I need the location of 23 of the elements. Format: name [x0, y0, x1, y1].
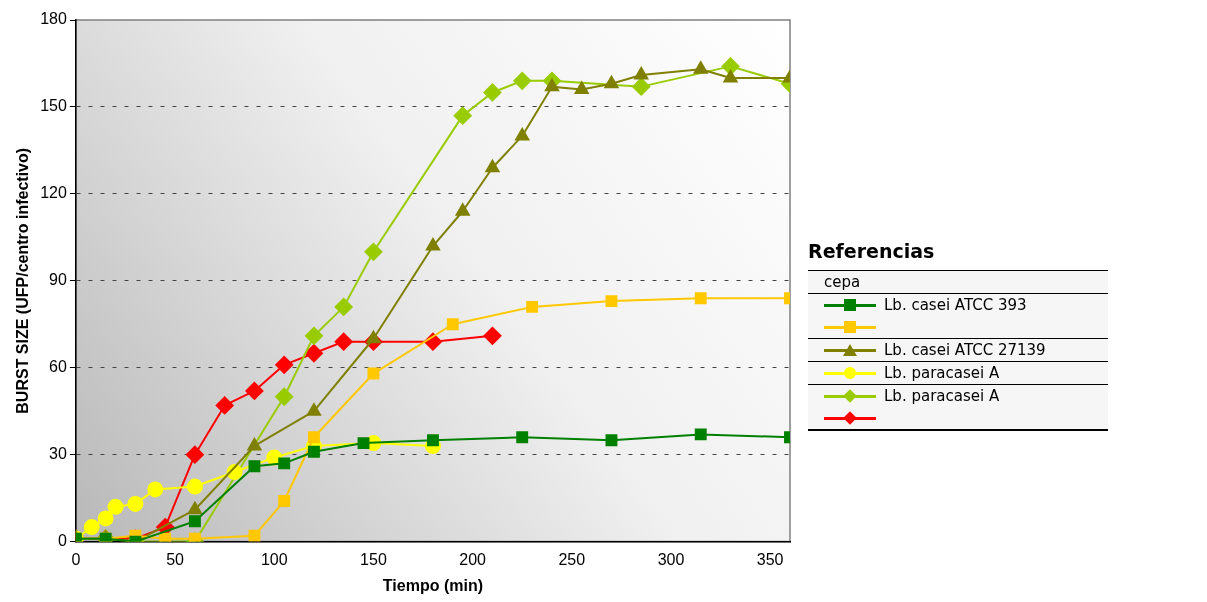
x-tick-label: 200: [459, 550, 487, 568]
x-tick-label: 250: [558, 550, 586, 568]
y-tick-label: 180: [40, 10, 67, 28]
x-tick-label: 300: [657, 550, 685, 568]
x-axis-title: Tiempo (min): [382, 576, 484, 594]
x-tick-label: 150: [360, 550, 387, 568]
legend-label: Lb. casei ATCC 27139: [884, 341, 1047, 359]
x-tick-label: 100: [260, 550, 288, 568]
y-tick-label: 90: [49, 271, 67, 289]
x-tick-label: 350: [756, 550, 784, 568]
legend-label: Lb. paracasei A: [884, 387, 1001, 405]
y-tick-label: 60: [49, 358, 67, 376]
y-tick-label: 0: [57, 532, 67, 550]
x-tick-label: 0: [71, 550, 81, 568]
x-tick-label: 50: [166, 550, 185, 568]
text: cepa: [808, 271, 1108, 294]
y-tick-label: 150: [40, 97, 67, 115]
legend-label: Lb. paracasei A: [884, 364, 1001, 382]
y-axis-title: BURST SIZE (UFP/centro infectivo): [14, 147, 32, 414]
y-tick-label: 120: [40, 184, 67, 202]
y-tick-label: 30: [49, 445, 67, 463]
legend-label: Lb. casei ATCC 393: [884, 296, 1028, 314]
legend-title: Referencias: [808, 240, 936, 262]
